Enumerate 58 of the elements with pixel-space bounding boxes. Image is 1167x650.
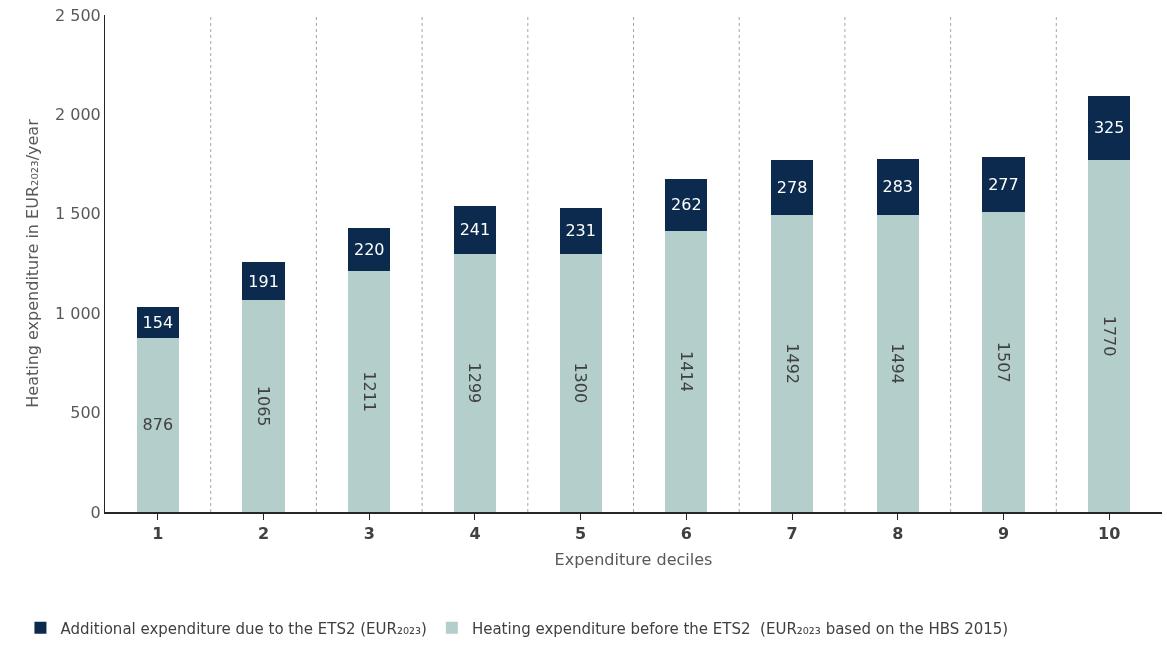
data-label: 231: [565, 221, 596, 241]
data-label: 154: [142, 313, 174, 333]
bar: [242, 262, 285, 301]
bar: [348, 271, 391, 512]
data-label: 1300: [571, 362, 591, 404]
x-tick-label: 2: [257, 523, 270, 543]
x-tick-label: 3: [363, 523, 375, 543]
data-label: 278: [776, 178, 808, 198]
data-label: 1414: [676, 351, 696, 392]
data-label: 277: [988, 175, 1019, 195]
y-tick-label: 2 000: [54, 105, 101, 124]
data-label: 1492: [782, 343, 802, 385]
data-label: 1299: [465, 362, 485, 404]
y-axis-title: Heating expenditure in EUR₂₀₂₃/year: [22, 118, 42, 408]
data-label: 283: [882, 177, 914, 197]
data-label: 1494: [888, 343, 908, 384]
data-label: 1211: [359, 371, 379, 412]
bar: [982, 212, 1025, 512]
x-tick-label: 10: [1098, 523, 1121, 543]
data-label: 241: [459, 220, 491, 240]
bar: [1088, 160, 1131, 512]
x-tick-label: 7: [786, 523, 798, 543]
y-tick-label: 0: [90, 502, 101, 522]
y-tick-label: 1 000: [54, 303, 101, 323]
data-label: 191: [248, 271, 279, 291]
data-label: 325: [1093, 118, 1125, 138]
x-tick-label: 1: [152, 523, 164, 543]
bar: [876, 158, 919, 215]
x-tick-label: 6: [680, 523, 692, 543]
bar: [453, 253, 497, 512]
bar: [136, 337, 179, 512]
bar: [242, 300, 285, 512]
x-tick-label: 4: [469, 523, 481, 543]
bar: [770, 160, 814, 216]
bar: [1088, 95, 1131, 161]
legend-label: Additional expenditure due to the ETS2 (EUR₂₀₂₃): [60, 619, 427, 638]
bar: [559, 253, 602, 512]
data-label: 1770: [1099, 315, 1119, 357]
x-tick-label: 9: [997, 523, 1010, 543]
bar: [876, 214, 919, 512]
y-tick-label: 500: [70, 403, 101, 423]
x-axis-title: Expenditure deciles: [554, 550, 713, 570]
bar: [982, 157, 1025, 213]
data-label: 1507: [993, 341, 1013, 383]
data-label: 220: [353, 239, 385, 259]
bar: [559, 207, 602, 254]
bar: [770, 215, 814, 512]
legend-label: Heating expenditure before the ETS2 (EUR₂₀₂₃ based on the HBS 2015): [471, 619, 1009, 638]
data-label: 1065: [254, 385, 274, 427]
x-tick-label: 5: [575, 523, 587, 543]
data-label: 262: [671, 195, 702, 215]
x-tick-label: 8: [892, 523, 904, 543]
y-tick-label: 2 500: [54, 5, 101, 25]
bar: [665, 178, 708, 231]
bar: [453, 205, 497, 254]
y-tick-label: 1 500: [54, 204, 101, 224]
data-label: 876: [142, 415, 174, 435]
bar: [665, 230, 708, 512]
